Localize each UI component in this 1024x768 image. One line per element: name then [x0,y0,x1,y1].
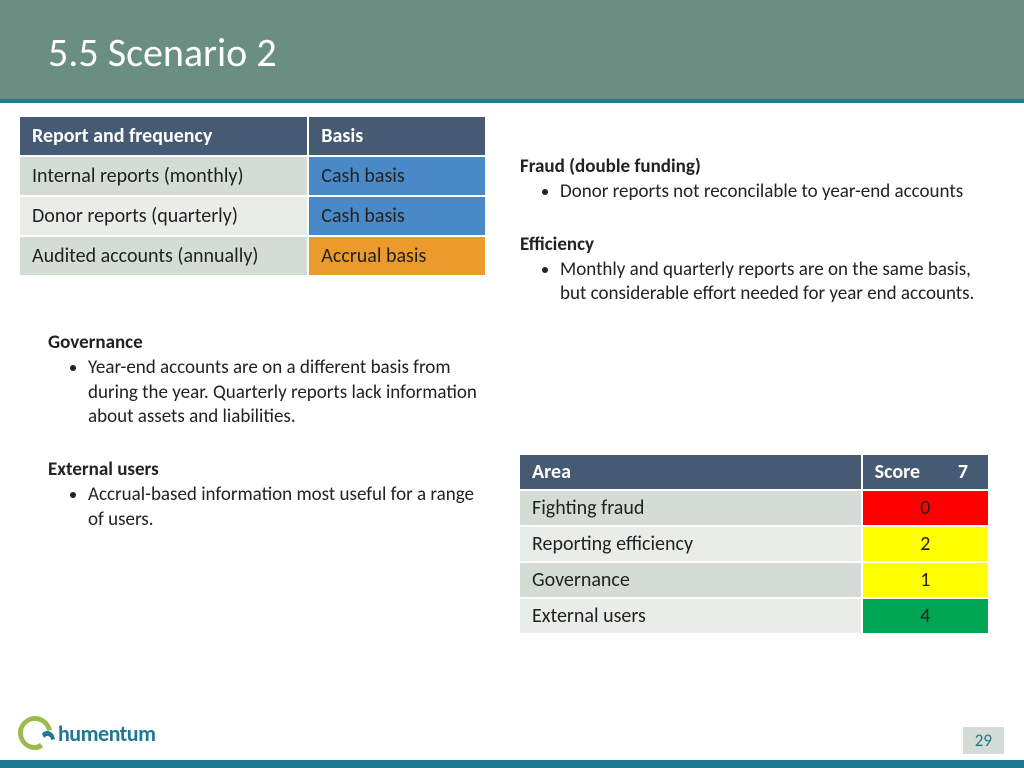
page-number: 29 [963,727,1004,754]
slide-title: 5.5 Scenario 2 [48,28,277,77]
report-cell: Donor reports (quarterly) [20,196,308,236]
score-total: 7 [958,460,976,484]
basis-cell: Cash basis [308,156,485,196]
score-cell: 4 [862,598,988,633]
report-cell: Audited accounts (annually) [20,236,308,275]
score-cell: 0 [862,490,988,526]
bullet: Year-end accounts are on a different bas… [88,356,485,430]
bullet: Monthly and quarterly reports are on the… [560,258,980,307]
score-header-label: Score [875,460,920,484]
logo-text: humentum [58,720,156,747]
governance-section: Governance Year-end accounts are on a di… [48,331,485,430]
title-bar: 5.5 Scenario 2 [0,0,1024,103]
area-cell: External users [520,598,862,633]
left-column: Report and frequency Basis Internal repo… [20,117,485,532]
globe-icon [14,712,56,754]
right-column: Fraud (double funding) Donor reports not… [520,155,980,307]
bullet: Donor reports not reconcilable to year-e… [560,180,980,205]
report-frequency-table: Report and frequency Basis Internal repo… [20,117,485,275]
basis-cell: Cash basis [308,196,485,236]
score-cell: 1 [862,562,988,598]
slide-body: Report and frequency Basis Internal repo… [0,103,1024,117]
report-cell: Internal reports (monthly) [20,156,308,196]
table-header: Score 7 [862,455,988,490]
score-cell: 2 [862,526,988,562]
fraud-section: Fraud (double funding) Donor reports not… [520,155,980,205]
area-cell: Governance [520,562,862,598]
table-header: Basis [308,117,485,156]
basis-cell: Accrual basis [308,236,485,275]
area-cell: Reporting efficiency [520,526,862,562]
bullet: Accrual-based information most useful fo… [88,483,485,532]
section-heading: External users [48,458,485,481]
score-table: Area Score 7 Fighting fraud 0 Reporting … [520,455,988,633]
section-heading: Efficiency [520,233,980,256]
efficiency-section: Efficiency Monthly and quarterly reports… [520,233,980,307]
footer-rule [0,760,1024,768]
area-cell: Fighting fraud [520,490,862,526]
section-heading: Governance [48,331,485,354]
table-header: Area [520,455,862,490]
humentum-logo: humentum [14,712,156,754]
section-heading: Fraud (double funding) [520,155,980,178]
table-header: Report and frequency [20,117,308,156]
external-users-section: External users Accrual-based information… [48,458,485,532]
